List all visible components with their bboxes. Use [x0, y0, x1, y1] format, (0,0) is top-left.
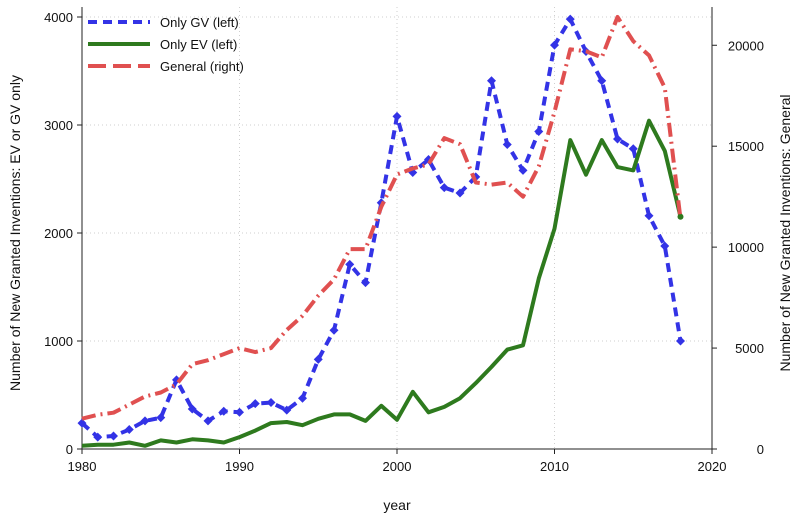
- data-point: [613, 134, 622, 144]
- data-point: [361, 278, 370, 288]
- legend-label-1: Only EV (left): [160, 37, 237, 52]
- data-point: [140, 416, 150, 426]
- data-point: [298, 393, 307, 403]
- data-point: [219, 406, 229, 416]
- data-point: [203, 416, 213, 426]
- data-point: [250, 399, 260, 409]
- data-point: [565, 14, 575, 24]
- data-point: [502, 139, 512, 149]
- data-point: [313, 354, 323, 364]
- y-right-tick-label: 0: [757, 442, 764, 457]
- x-tick-label: 2010: [540, 459, 569, 474]
- data-point: [235, 407, 244, 417]
- data-point: [282, 405, 292, 415]
- y-right-tick-label: 15000: [728, 139, 764, 154]
- series-line-2: [81, 15, 683, 421]
- series-layer: [77, 14, 685, 448]
- data-point: [156, 413, 166, 423]
- x-axis-title: year: [383, 497, 411, 513]
- x-tick-label: 2000: [383, 459, 412, 474]
- data-point: [628, 144, 638, 154]
- data-point: [660, 241, 670, 251]
- legend-label-2: General (right): [160, 59, 244, 74]
- data-point: [518, 165, 528, 175]
- legend-label-0: Only GV (left): [160, 15, 239, 30]
- data-point: [455, 188, 465, 198]
- y-left-tick-label: 0: [66, 442, 73, 457]
- data-point: [93, 432, 103, 442]
- data-point: [676, 336, 685, 346]
- data-point: [345, 259, 355, 269]
- y-right-tick-label: 5000: [735, 341, 764, 356]
- y-left-tick-label: 1000: [44, 334, 73, 349]
- data-point: [597, 76, 607, 86]
- y-left-tick-label: 4000: [44, 10, 73, 25]
- data-point: [77, 418, 87, 428]
- y-left-tick-label: 3000: [44, 118, 73, 133]
- x-tick-label: 1980: [68, 459, 97, 474]
- y-axis-left-title: Number of New Granted Inventions: EV or …: [7, 75, 23, 391]
- series-line-0: [80, 17, 683, 440]
- data-point: [439, 183, 449, 193]
- data-point: [187, 404, 197, 414]
- data-point: [392, 111, 402, 121]
- data-point: [124, 425, 134, 435]
- data-point: [266, 398, 276, 408]
- data-point: [677, 213, 684, 220]
- y-right-tick-label: 10000: [728, 240, 764, 255]
- series-line-1: [81, 118, 683, 448]
- data-point: [329, 325, 339, 335]
- data-point: [644, 211, 654, 221]
- legend: Only GV (left) Only EV (left) General (rig…: [88, 15, 244, 74]
- x-tick-label: 2020: [698, 459, 727, 474]
- data-point: [550, 40, 559, 50]
- data-point: [109, 431, 118, 441]
- data-point: [487, 76, 496, 86]
- y-axis-right-title: Number of New Granted Inventions: Genera…: [777, 94, 793, 371]
- y-right-tick-label: 20000: [728, 38, 764, 53]
- data-point: [534, 126, 544, 136]
- y-left-tick-label: 2000: [44, 226, 73, 241]
- axes: 1980 1990 2000 2010 2020 0 1000 2000 3000 4000 0 50…: [44, 7, 764, 474]
- x-tick-label: 1990: [225, 459, 254, 474]
